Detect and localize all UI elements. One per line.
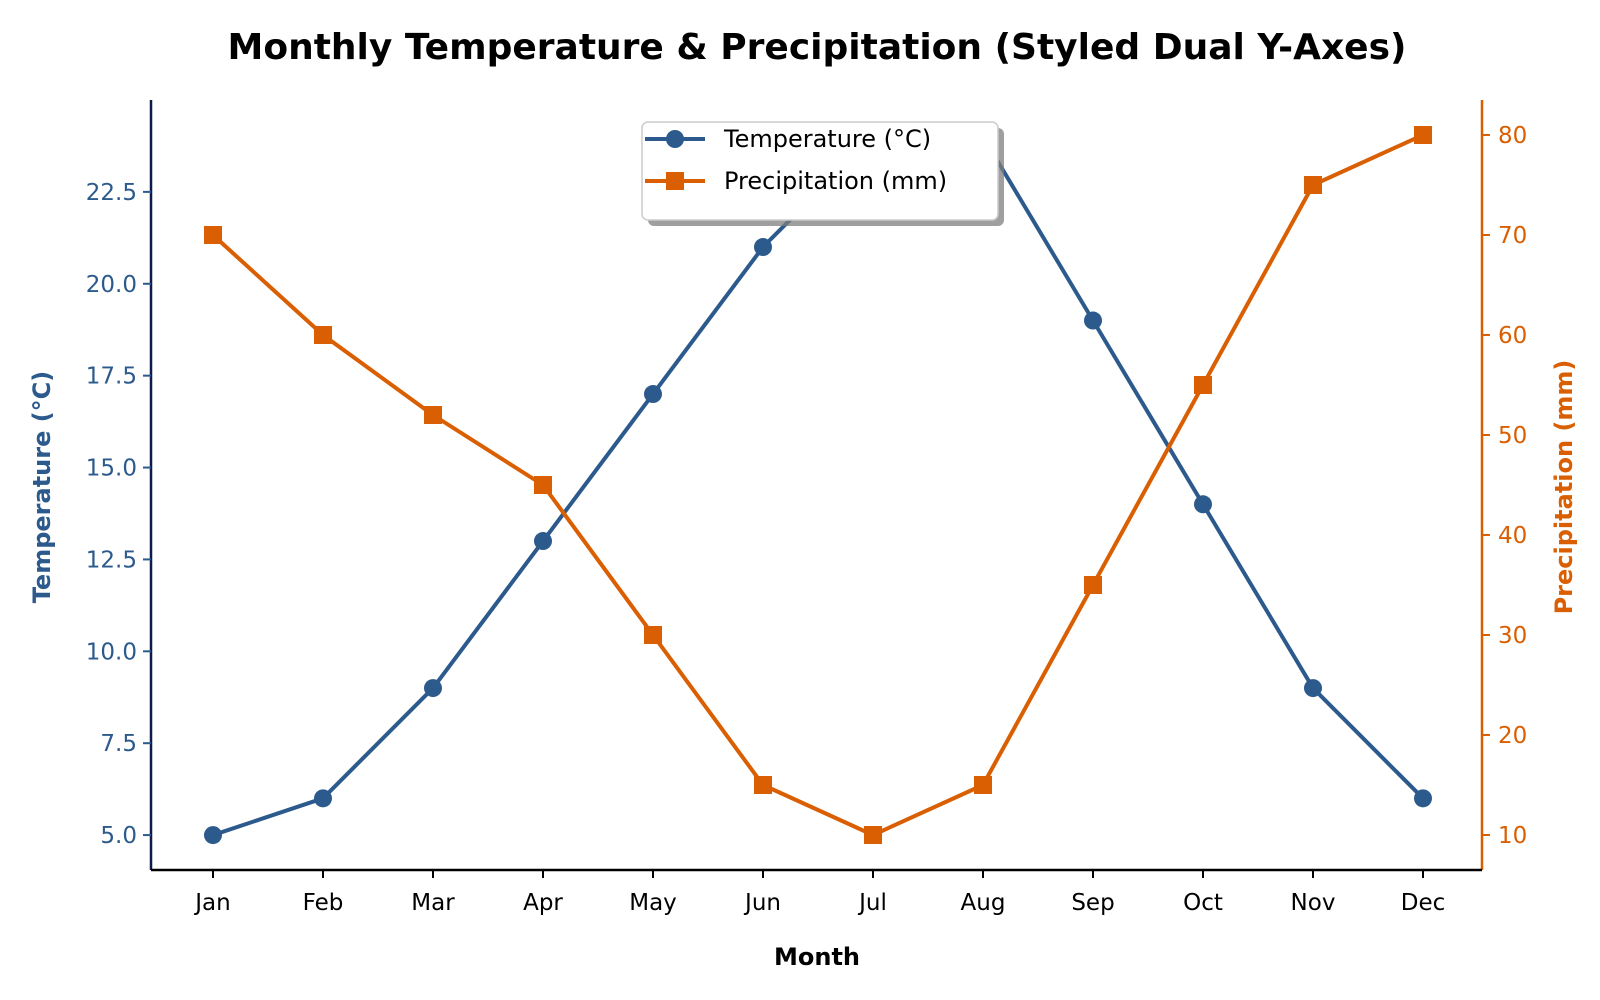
- x-tick-label: Apr: [523, 890, 563, 916]
- x-axis-label: Month: [774, 943, 860, 971]
- x-tick-label: Aug: [961, 890, 1006, 916]
- left-y-tick-label: 10.0: [86, 639, 137, 665]
- right-y-tick-label: 10: [1498, 823, 1527, 849]
- data-point: [424, 406, 442, 424]
- left-y-tick-label: 7.5: [100, 731, 137, 757]
- data-point: [1194, 376, 1212, 394]
- x-tick-label: Jul: [857, 890, 887, 916]
- data-point: [1084, 311, 1102, 330]
- x-tick-label: Sep: [1071, 890, 1114, 916]
- data-point: [534, 532, 552, 551]
- data-point: [424, 679, 442, 698]
- data-point: [974, 776, 992, 794]
- x-tick-label: May: [629, 890, 677, 916]
- x-tick-label: Dec: [1401, 890, 1446, 916]
- legend-label: Temperature (°C): [723, 125, 931, 153]
- left-y-tick-label: 12.5: [86, 547, 137, 573]
- legend-label: Precipitation (mm): [724, 167, 947, 195]
- series-layer: [204, 126, 1432, 845]
- data-point: [534, 476, 552, 494]
- left-y-axis-label: Temperature (°C): [28, 371, 56, 604]
- legend-frame: [641, 121, 999, 221]
- legend: Temperature (°C) Precipitation (mm): [641, 121, 1004, 226]
- series-line: [211, 133, 1424, 837]
- data-point: [644, 385, 662, 404]
- legend-marker: [666, 172, 684, 190]
- data-point: [1304, 176, 1322, 194]
- right-y-tick-label: 20: [1498, 723, 1527, 749]
- series-line: [212, 134, 1425, 837]
- series-temperature: [204, 127, 1432, 845]
- data-point: [1084, 576, 1102, 594]
- right-y-axis-label: Precipitation (mm): [1550, 360, 1578, 615]
- data-point: [1304, 679, 1322, 698]
- right-y-tick-label: 80: [1498, 123, 1527, 149]
- left-y-tick-label: 15.0: [86, 456, 137, 482]
- left-y-tick-label: 20.0: [86, 272, 137, 298]
- right-y-tick-label: 30: [1498, 623, 1527, 649]
- right-y-tick-label: 50: [1498, 423, 1527, 449]
- right-y-tick-label: 60: [1498, 323, 1527, 349]
- data-point: [1414, 126, 1432, 144]
- left-y-tick-label: 22.5: [86, 180, 137, 206]
- data-point: [754, 238, 772, 257]
- data-point: [1194, 495, 1212, 514]
- left-y-tick-label: 5.0: [100, 823, 137, 849]
- data-point: [204, 226, 222, 244]
- data-point: [314, 789, 332, 808]
- x-ticks: Jan Feb Mar Apr May Jun Jul Aug Sep Oct Nov Dec: [193, 870, 1445, 916]
- data-point: [204, 826, 222, 845]
- data-point: [864, 826, 882, 844]
- legend-entry: Temperature (°C): [645, 125, 931, 153]
- left-y-tick-label: 17.5: [86, 364, 137, 390]
- right-y-ticks: 10 20 30 40 50 60 70 80: [1482, 123, 1527, 849]
- x-tick-label: Oct: [1183, 890, 1223, 916]
- data-point: [754, 776, 772, 794]
- left-y-ticks: 5.0 7.5 10.0 12.5 15.0 17.5 20.0 22.5: [86, 180, 151, 849]
- x-tick-label: Jan: [193, 890, 230, 916]
- data-point: [644, 626, 662, 644]
- legend-entry: Precipitation (mm): [645, 167, 947, 195]
- x-tick-label: Jun: [743, 890, 781, 916]
- chart-title: Monthly Temperature & Precipitation (Sty…: [228, 27, 1407, 68]
- x-tick-label: Mar: [411, 890, 455, 916]
- right-y-tick-label: 40: [1498, 523, 1527, 549]
- data-point: [1414, 789, 1432, 808]
- legend-marker: [666, 130, 684, 148]
- x-tick-label: Nov: [1291, 890, 1336, 916]
- x-tick-label: Feb: [303, 890, 344, 916]
- right-y-tick-label: 70: [1498, 223, 1527, 249]
- data-point: [314, 326, 332, 344]
- series-precipitation: [204, 126, 1432, 844]
